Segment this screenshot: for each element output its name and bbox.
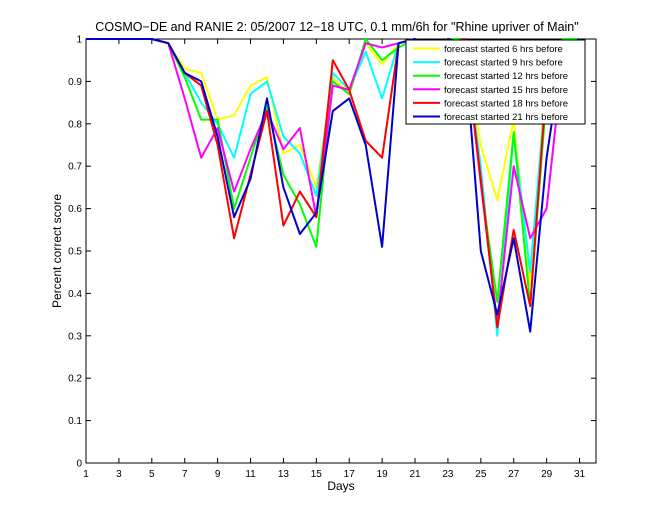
x-tick-label: 15 — [311, 469, 323, 480]
y-tick-label: 0.9 — [68, 77, 82, 88]
x-tick-label: 31 — [574, 469, 586, 480]
legend-entry-label: forecast started 12 hrs before — [444, 71, 568, 82]
y-tick-label: 0.6 — [68, 204, 82, 215]
x-tick-label: 1 — [83, 469, 89, 480]
legend-entry-label: forecast started 18 hrs before — [444, 98, 568, 109]
x-tick-label: 5 — [149, 469, 155, 480]
chart-title: COSMO−DE and RANIE 2: 05/2007 12−18 UTC,… — [95, 20, 578, 34]
x-axis: 1 3 5 7 9 11 13 15 17 19 21 23 25 27 29 31 — [83, 39, 586, 480]
legend-box — [405, 39, 586, 125]
legend-entry-label: forecast started 15 hrs before — [444, 85, 568, 96]
x-tick-label: 27 — [508, 469, 520, 480]
legend-entry-label: forecast started 21 hrs before — [444, 112, 568, 123]
y-tick-label: 0.8 — [68, 119, 82, 130]
series-line-6 — [86, 38, 580, 333]
y-tick-label: 0.7 — [68, 162, 82, 173]
x-tick-label: 11 — [245, 469, 256, 480]
x-tick-label: 29 — [541, 469, 553, 480]
x-tick-label: 21 — [409, 469, 421, 480]
x-tick-label: 3 — [116, 469, 122, 480]
x-axis-label: Days — [327, 479, 354, 493]
y-tick-label: 0.5 — [68, 247, 82, 258]
y-tick-label: 0.4 — [68, 289, 82, 300]
y-tick-label: 1 — [76, 35, 82, 46]
y-axis: 0 0.1 0.2 0.3 0.4 0.5 0.6 0.7 0.8 0.9 1 — [68, 35, 596, 470]
y-tick-label: 0.1 — [68, 416, 82, 427]
y-tick-label: 0 — [76, 459, 82, 470]
y-tick-label: 0.2 — [68, 374, 82, 385]
legend-entry-label: forecast started 6 hrs before — [444, 44, 563, 55]
legend: forecast started 6 hrs before forecast st… — [405, 39, 586, 125]
x-tick-label: 25 — [475, 469, 487, 480]
legend-entry-label: forecast started 9 hrs before — [444, 58, 563, 69]
x-tick-label: 17 — [344, 469, 356, 480]
x-tick-label: 9 — [215, 469, 221, 480]
y-tick-label: 0.3 — [68, 331, 82, 342]
x-tick-label: 23 — [442, 469, 454, 480]
x-tick-label: 19 — [377, 469, 389, 480]
x-tick-label: 13 — [278, 469, 290, 480]
x-tick-label: 7 — [182, 469, 188, 480]
series-lines — [86, 38, 581, 337]
y-axis-label: Percent correct score — [50, 194, 64, 308]
